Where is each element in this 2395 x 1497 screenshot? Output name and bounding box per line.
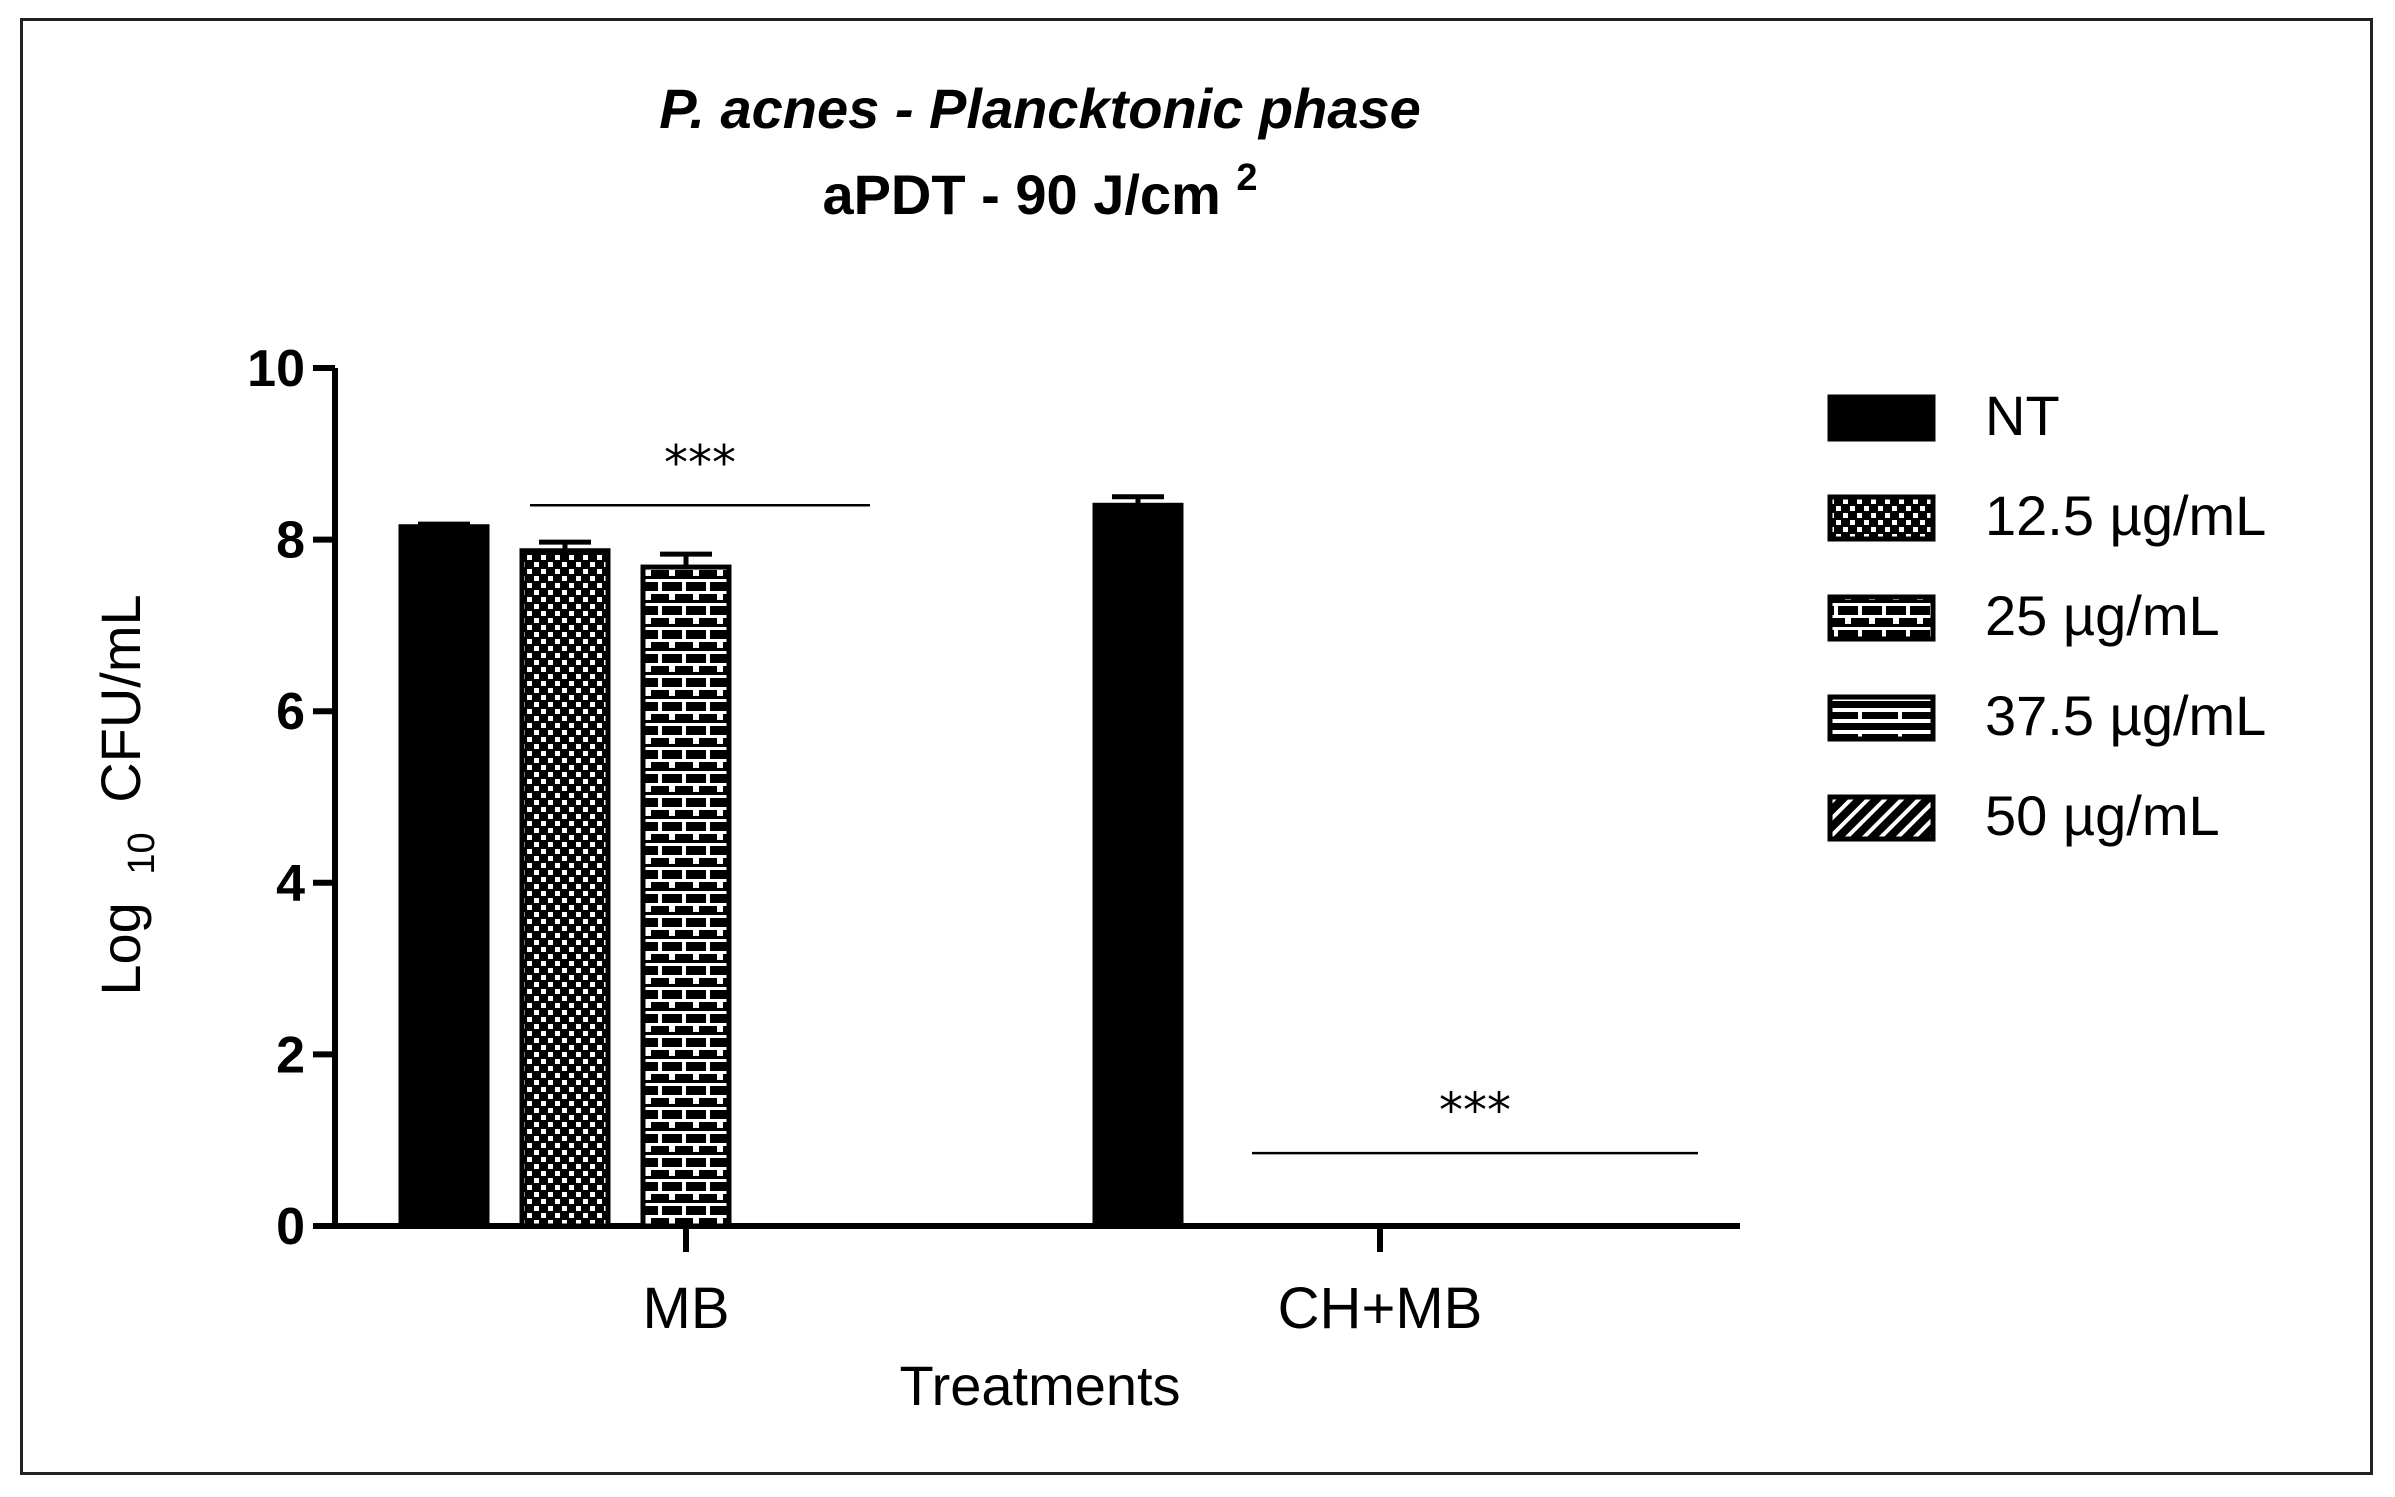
chart-subtitle-main: aPDT - 90 J/cm bbox=[822, 163, 1220, 226]
chart-subtitle: aPDT - 90 J/cm 2 bbox=[822, 157, 1257, 226]
legend-label: 50 µg/mL bbox=[1985, 784, 2220, 847]
x-tick-label: MB bbox=[643, 1276, 730, 1341]
bar bbox=[398, 524, 490, 1229]
y-tick-label: 10 bbox=[247, 340, 305, 398]
y-axis-label: Log 10 CFU/mL bbox=[89, 594, 166, 995]
legend-swatch bbox=[1827, 594, 1936, 642]
x-axis-label: Treatments bbox=[899, 1354, 1180, 1417]
legend-swatch bbox=[1827, 494, 1936, 542]
chart-subtitle-sup: 2 bbox=[1236, 157, 1257, 199]
y-tick-label: 4 bbox=[276, 855, 305, 913]
y-tick-label: 8 bbox=[276, 512, 305, 570]
y-axis-label-sub: 10 bbox=[121, 832, 163, 874]
y-tick-label: 0 bbox=[276, 1198, 305, 1256]
legend-label: 25 µg/mL bbox=[1985, 584, 2220, 647]
legend-swatch bbox=[1827, 694, 1936, 742]
y-axis-label-main: Log bbox=[89, 902, 152, 995]
legend: NT 12.5 µg/mL 25 µg/mL 37.5 µg/mL 50 µg/mL bbox=[1827, 384, 2266, 847]
bar bbox=[640, 564, 732, 1229]
bar bbox=[1092, 502, 1184, 1229]
y-tick-label: 6 bbox=[276, 683, 305, 741]
x-tick-label: CH+MB bbox=[1278, 1276, 1483, 1341]
y-axis-label-rest: CFU/mL bbox=[89, 594, 152, 802]
legend-label: NT bbox=[1985, 384, 2060, 447]
legend-swatch bbox=[1827, 794, 1936, 842]
chart-title: P. acnes - Plancktonic phase bbox=[659, 77, 1421, 140]
legend-label: 12.5 µg/mL bbox=[1985, 484, 2266, 547]
significance-label: *** bbox=[664, 435, 736, 491]
legend-label: 37.5 µg/mL bbox=[1985, 684, 2266, 747]
legend-swatch bbox=[1827, 394, 1936, 442]
significance-label: *** bbox=[1439, 1083, 1511, 1139]
bar bbox=[519, 548, 611, 1229]
plot-area: 0 2 4 6 8 10 MB CH+MB *** *** bbox=[247, 340, 1740, 1341]
y-tick-label: 2 bbox=[276, 1026, 305, 1084]
